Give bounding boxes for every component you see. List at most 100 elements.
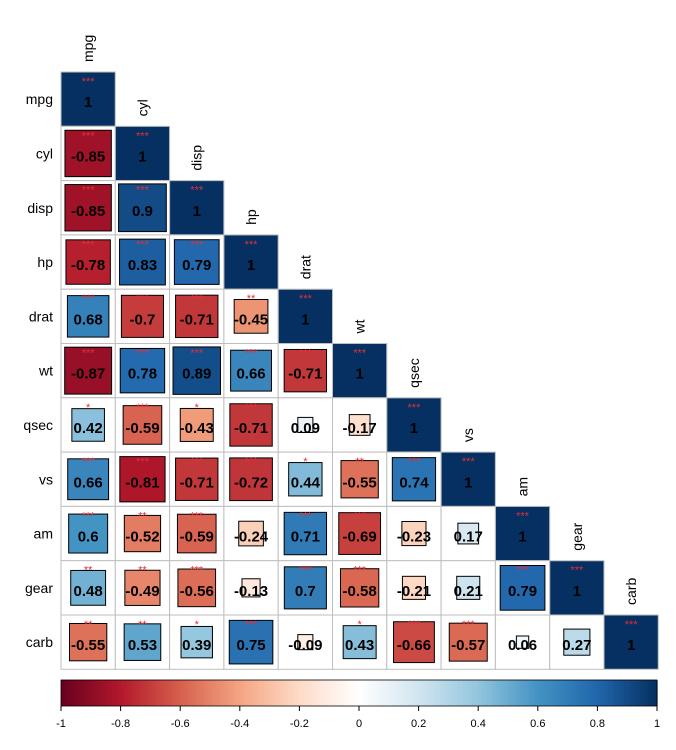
colorbar-segment — [207, 680, 211, 706]
colorbar-segment — [454, 680, 458, 706]
colorbar-segment — [570, 680, 575, 706]
correlation-value-label: 1 — [410, 420, 418, 437]
colorbar-segment — [600, 680, 604, 706]
correlation-value-label: -0.71 — [180, 311, 214, 328]
significance-marker: *** — [82, 185, 96, 197]
colorbar-segment — [582, 680, 587, 706]
column-label-hp: hp — [243, 209, 259, 225]
row-label-cyl: cyl — [36, 145, 53, 161]
colorbar-segment — [251, 680, 256, 706]
colorbar-segment — [153, 680, 157, 706]
colorbar-segment — [630, 680, 634, 706]
colorbar-segment — [651, 680, 655, 706]
colorbar-segment — [478, 680, 482, 706]
row-label-am: am — [34, 526, 53, 542]
colorbar-segment — [576, 680, 581, 706]
correlation-square — [278, 289, 332, 343]
correlation-value-label: 1 — [355, 366, 363, 383]
colorbar-segment — [567, 680, 572, 706]
colorbar-segment — [156, 680, 160, 706]
significance-marker: *** — [82, 293, 96, 305]
colorbar-segment — [549, 680, 554, 706]
correlation-value-label: -0.58 — [343, 583, 377, 600]
correlation-square — [441, 452, 495, 506]
correlation-value-label: 0.79 — [508, 583, 537, 600]
correlation-value-label: -0.43 — [180, 420, 214, 437]
column-label-vs: vs — [460, 428, 476, 442]
colorbar-tick-label: -0.6 — [171, 718, 190, 730]
colorbar-segment — [63, 680, 68, 706]
colorbar-segment — [522, 680, 527, 706]
correlation-value-label: -0.87 — [71, 366, 105, 383]
correlation-value-label: -0.85 — [71, 148, 105, 165]
colorbar-segment — [394, 680, 399, 706]
colorbar-segment — [484, 680, 488, 706]
correlation-square — [550, 561, 604, 615]
correlation-value-label: 1 — [138, 148, 146, 165]
colorbar-segment — [490, 680, 494, 706]
significance-marker: *** — [190, 456, 204, 468]
colorbar-segment — [201, 680, 205, 706]
significance-marker: *** — [245, 456, 259, 468]
colorbar-segment — [245, 680, 250, 706]
colorbar-segment — [198, 680, 202, 706]
colorbar-tick-label: 0.2 — [411, 718, 426, 730]
colorbar-segment — [329, 680, 333, 706]
correlation-value-label: -0.52 — [125, 529, 159, 546]
correlation-value-label: 0.79 — [182, 257, 211, 274]
colorbar-segment — [528, 680, 533, 706]
colorbar-segment — [436, 680, 441, 706]
correlation-value-label: 1 — [84, 94, 92, 111]
significance-marker: *** — [190, 185, 204, 197]
correlation-value-label: -0.59 — [125, 420, 159, 437]
row-label-drat: drat — [29, 308, 53, 324]
significance-marker: *** — [299, 565, 313, 577]
significance-marker: *** — [136, 456, 150, 468]
correlation-square — [115, 126, 170, 181]
correlation-value-label: -0.71 — [180, 474, 214, 491]
significance-marker: *** — [245, 619, 259, 631]
correlation-square — [176, 513, 217, 554]
colorbar-segment — [648, 680, 652, 706]
colorbar-segment — [621, 680, 625, 706]
colorbar-segment — [338, 680, 342, 706]
colorbar-segment — [290, 680, 295, 706]
colorbar-segment — [558, 680, 563, 706]
significance-marker: *** — [82, 348, 96, 360]
correlation-square — [180, 625, 213, 659]
colorbar-segment — [427, 680, 432, 706]
colorbar-segment — [382, 680, 387, 706]
colorbar-segment — [183, 680, 187, 706]
correlation-square — [71, 408, 105, 442]
correlation-value-label: -0.17 — [343, 420, 377, 437]
correlation-square — [340, 460, 379, 499]
correlation-square — [283, 566, 327, 610]
correlation-square — [338, 512, 382, 555]
colorbar-segment — [591, 680, 596, 706]
colorbar-segment — [129, 680, 134, 706]
significance-marker: *** — [190, 510, 204, 522]
correlation-square — [124, 569, 161, 606]
correlation-value-label: -0.55 — [343, 474, 377, 491]
correlation-square — [393, 621, 435, 664]
correlation-value-label: 0.89 — [182, 366, 211, 383]
correlation-square — [401, 575, 426, 600]
correlation-square — [333, 344, 387, 398]
significance-marker: *** — [516, 510, 530, 522]
correlation-square — [391, 457, 437, 502]
column-label-cyl: cyl — [134, 99, 150, 116]
colorbar-segment — [469, 680, 473, 706]
colorbar-segment — [275, 680, 280, 706]
colorbar-segment — [308, 680, 312, 706]
colorbar-segment — [579, 680, 584, 706]
correlation-square — [64, 346, 113, 395]
colorbar-segment — [105, 680, 110, 706]
colorbar-segment — [350, 680, 354, 706]
colorbar-segment — [502, 680, 506, 706]
correlation-square — [64, 184, 112, 232]
significance-marker: *** — [82, 76, 96, 88]
significance-marker: *** — [299, 510, 313, 522]
colorbar-tick-label: -0.4 — [230, 718, 249, 730]
correlation-square — [175, 457, 219, 501]
